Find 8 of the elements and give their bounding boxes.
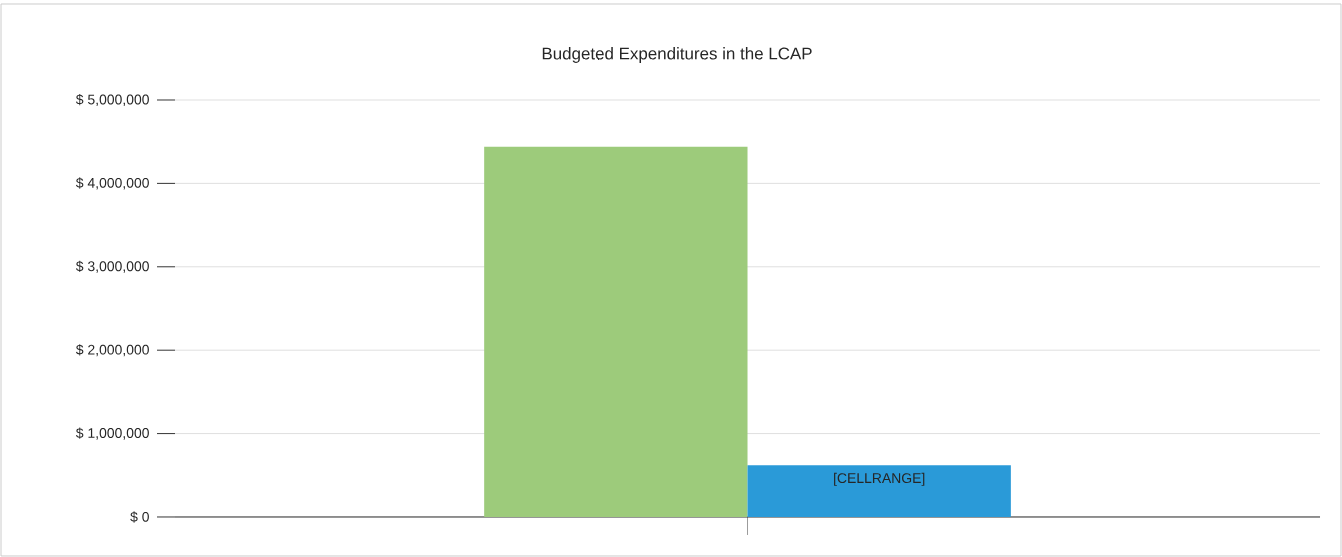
- y-tick-label: $ 3,000,000: [75, 260, 149, 273]
- y-tick-label: $ 4,000,000: [75, 177, 149, 190]
- chart-title: Budgeted Expenditures in the LCAP: [542, 47, 812, 63]
- y-tick-label: $ 2,000,000: [75, 344, 149, 357]
- y-tick-label: $ 5,000,000: [75, 93, 149, 107]
- y-tick-label: $ 1,000,000: [75, 427, 149, 440]
- y-tick-label: $ 0: [130, 511, 149, 523]
- data-label: [CELLRANGE]: [834, 472, 925, 486]
